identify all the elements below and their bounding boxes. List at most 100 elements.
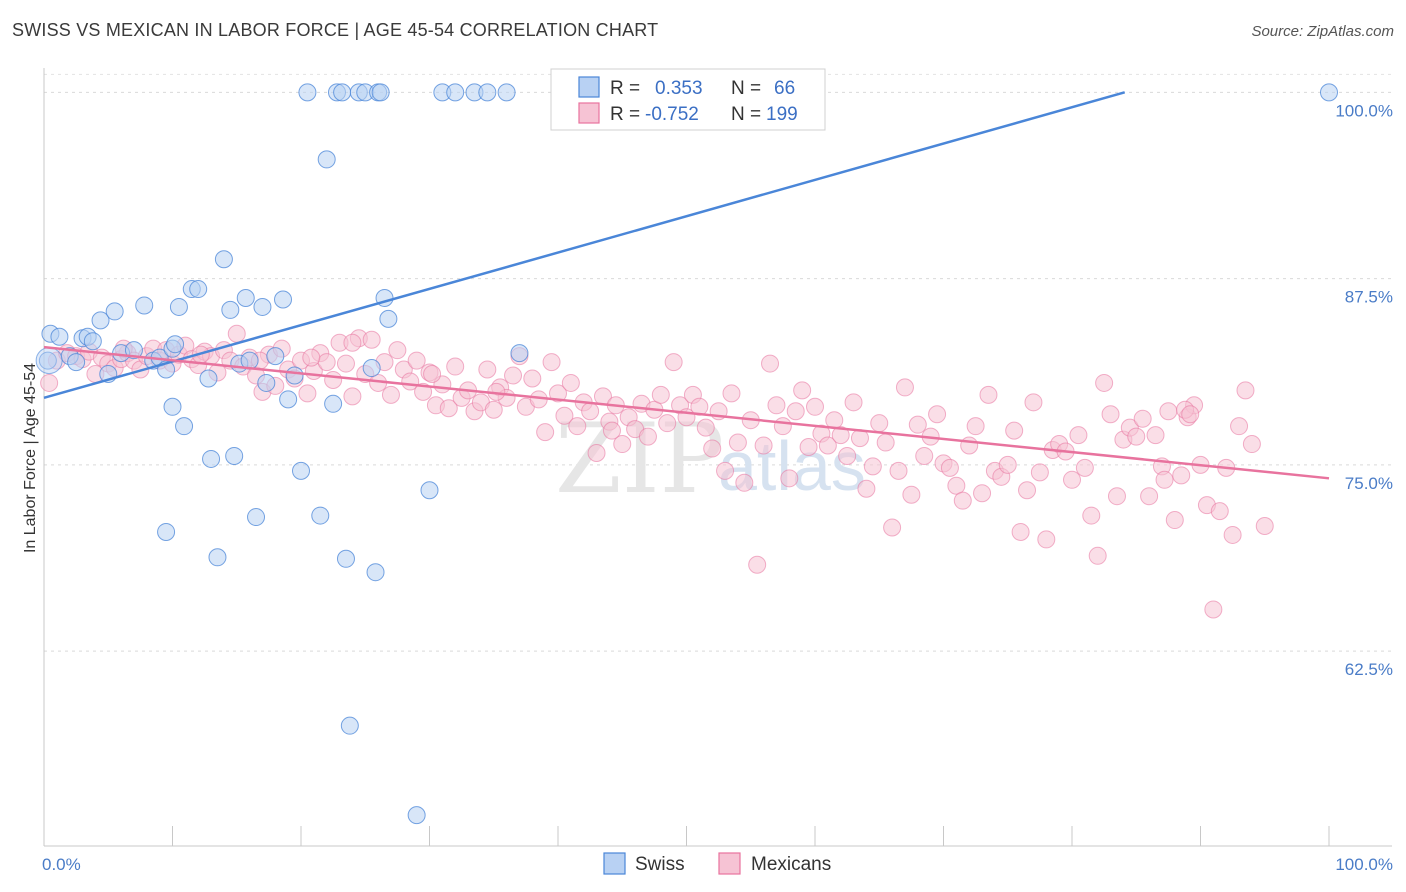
mexicans-point xyxy=(716,461,735,480)
swiss-point xyxy=(247,508,266,527)
mexicans-point xyxy=(1018,481,1037,500)
mexicans-point xyxy=(973,484,992,503)
mexicans-point xyxy=(613,435,632,454)
mexicans-point xyxy=(1030,463,1049,482)
mexicans-point xyxy=(484,400,503,419)
swiss-point xyxy=(135,296,154,315)
legend-swatch-mexicans xyxy=(578,102,600,124)
y-tick-labels: 100.0% 87.5% 75.0% 62.5% xyxy=(1335,101,1393,679)
swiss-trend-line xyxy=(43,91,1126,400)
axes xyxy=(43,68,1392,847)
swiss-point xyxy=(340,716,359,735)
mexicans-point xyxy=(773,417,792,436)
mexicans-point xyxy=(1133,409,1152,428)
swiss-point xyxy=(50,327,69,346)
swiss-point xyxy=(163,397,182,416)
mexicans-point xyxy=(381,385,400,404)
swiss-point xyxy=(324,394,343,413)
y-tick-label-3: 62.5% xyxy=(1345,660,1393,679)
swiss-point xyxy=(189,280,208,299)
swiss-point xyxy=(311,506,330,525)
mexicans-point xyxy=(806,397,824,416)
legend: R = 0.353 N = 66 R = -0.752 N = 199 xyxy=(550,68,826,131)
bottom-legend-swatch-swiss xyxy=(603,852,626,875)
mexicans-point xyxy=(1223,525,1242,544)
mexicans-point xyxy=(302,348,321,367)
mexicans-point xyxy=(658,414,677,433)
mexicans-point xyxy=(1075,458,1094,477)
swiss-point xyxy=(225,446,244,465)
mexicans-point xyxy=(735,473,754,492)
mexicans-point xyxy=(651,385,670,404)
mexicans-point xyxy=(581,402,600,421)
swiss-point xyxy=(175,417,194,436)
x-tick-label-1: 100.0% xyxy=(1335,855,1393,874)
mexicans-point xyxy=(1082,506,1101,525)
mexicans-point xyxy=(793,381,812,400)
mexicans-point xyxy=(947,476,966,495)
mexicans-point xyxy=(1155,470,1174,489)
swiss-points xyxy=(35,83,1338,825)
mexicans-point xyxy=(780,469,799,488)
swiss-point xyxy=(257,373,276,392)
mexicans-point xyxy=(799,438,818,457)
mexicans-point xyxy=(561,373,580,392)
mexicans-point xyxy=(407,351,426,370)
swiss-point xyxy=(285,366,304,385)
x-tick-labels: 0.0% 100.0% xyxy=(42,855,1393,874)
legend-r-label-mexicans: R = xyxy=(610,104,640,125)
mexicans-point xyxy=(568,417,587,436)
mexicans-point xyxy=(1230,417,1249,436)
mexicans-point xyxy=(870,414,889,433)
source-label: Source: ZipAtlas.com xyxy=(1251,23,1394,40)
mexicans-point xyxy=(748,555,767,574)
mexicans-point xyxy=(638,427,657,446)
mexicans-point xyxy=(227,324,246,343)
mexicans-point xyxy=(1127,427,1146,446)
mexicans-point xyxy=(703,439,722,458)
swiss-point xyxy=(199,369,218,388)
mexicans-point xyxy=(998,455,1017,474)
mexicans-point xyxy=(1181,405,1200,424)
mexicans-point xyxy=(883,518,902,537)
swiss-point xyxy=(379,309,398,328)
legend-r-value-swiss: 0.353 xyxy=(655,78,703,99)
swiss-point xyxy=(208,548,227,567)
swiss-point xyxy=(420,481,439,500)
legend-n-label-mexicans: N = xyxy=(731,104,761,125)
mexicans-point xyxy=(1011,522,1030,541)
mexicans-point xyxy=(722,384,741,403)
swiss-point xyxy=(202,449,221,468)
mexicans-point xyxy=(876,433,895,452)
mexicans-point xyxy=(1242,435,1261,454)
legend-n-value-swiss: 66 xyxy=(774,78,795,99)
swiss-point xyxy=(333,83,352,102)
bottom-legend-swiss: Swiss xyxy=(635,854,685,875)
mexicans-point xyxy=(1101,405,1120,424)
mexicans-point xyxy=(979,385,998,404)
swiss-point-large xyxy=(35,347,63,375)
mexicans-point xyxy=(831,426,850,445)
mexicans-point xyxy=(1165,511,1184,530)
mexicans-point xyxy=(838,446,857,465)
swiss-point xyxy=(124,341,143,360)
mexicans-point xyxy=(664,353,683,372)
mexicans-point xyxy=(1159,402,1178,421)
y-tick-label-2: 75.0% xyxy=(1345,474,1393,493)
mexicans-point xyxy=(1236,381,1255,400)
mexicans-point xyxy=(915,446,934,465)
swiss-point xyxy=(91,311,110,330)
y-tick-label-0: 100.0% xyxy=(1335,101,1393,120)
mexicans-point xyxy=(960,436,979,455)
mexicans-point xyxy=(1024,393,1043,412)
mexicans-point xyxy=(863,457,882,476)
swiss-point xyxy=(169,297,188,316)
mexicans-point xyxy=(889,461,908,480)
swiss-point xyxy=(274,290,293,309)
swiss-point xyxy=(253,297,272,316)
mexicans-point xyxy=(388,341,407,360)
mexicans-point xyxy=(728,433,747,452)
mexicans-point xyxy=(536,423,555,442)
mexicans-point xyxy=(446,357,465,376)
